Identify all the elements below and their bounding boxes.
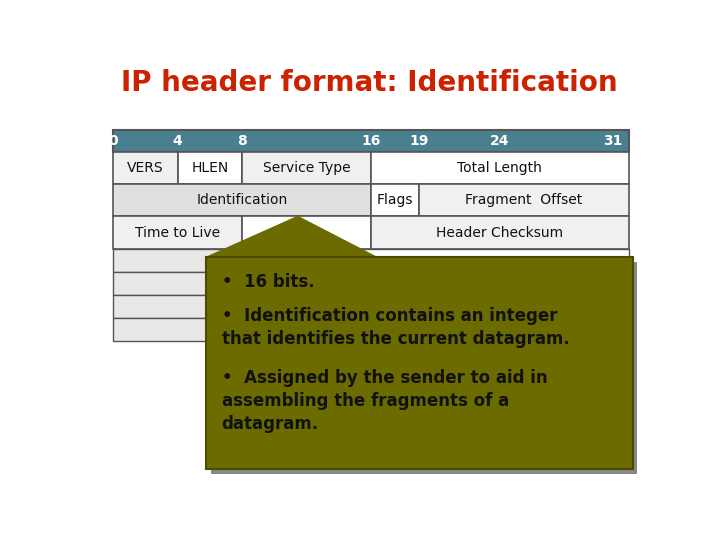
Text: 4: 4 [173,134,183,148]
Bar [242,272,629,295]
Bar [113,184,371,217]
Bar [113,318,242,341]
Text: •  16 bits.: • 16 bits. [222,273,315,291]
Bar [371,217,629,249]
Text: •  Identification contains an integer
that identifies the current datagram.: • Identification contains an integer tha… [222,307,570,348]
Bar [242,217,371,249]
Bar [113,249,242,272]
Polygon shape [206,217,377,257]
Bar [242,152,371,184]
Text: ol: ol [300,226,312,240]
Bar [242,318,629,341]
Text: Fragment  Offset: Fragment Offset [465,193,582,207]
Text: 31: 31 [603,134,622,148]
Bar [206,257,632,469]
Text: •  Assigned by the sender to aid in
assembling the fragments of a
datagram.: • Assigned by the sender to aid in assem… [222,369,547,433]
Bar [242,249,629,272]
Text: IP header format: Identification: IP header format: Identification [121,69,617,97]
Text: 19: 19 [410,134,429,148]
Text: Service Type: Service Type [263,161,351,175]
Text: Identification: Identification [197,193,288,207]
Bar [371,184,419,217]
Bar [371,152,629,184]
Bar [113,152,178,184]
Text: Time to Live: Time to Live [135,226,220,240]
Bar [113,272,242,295]
Text: 8: 8 [237,134,247,148]
Text: 0: 0 [109,134,118,148]
Bar [113,217,242,249]
Bar [242,295,629,318]
Bar [211,262,637,474]
Polygon shape [211,221,382,262]
Text: Header Checksum: Header Checksum [436,226,563,240]
Text: VERS: VERS [127,161,163,175]
Bar [113,295,242,318]
Bar [178,152,242,184]
Text: 24: 24 [490,134,510,148]
Text: 16: 16 [361,134,381,148]
Text: Flags: Flags [377,193,413,207]
Text: Total Length: Total Length [457,161,542,175]
Bar [113,130,629,152]
Bar [419,184,629,217]
Text: HLEN: HLEN [192,161,228,175]
